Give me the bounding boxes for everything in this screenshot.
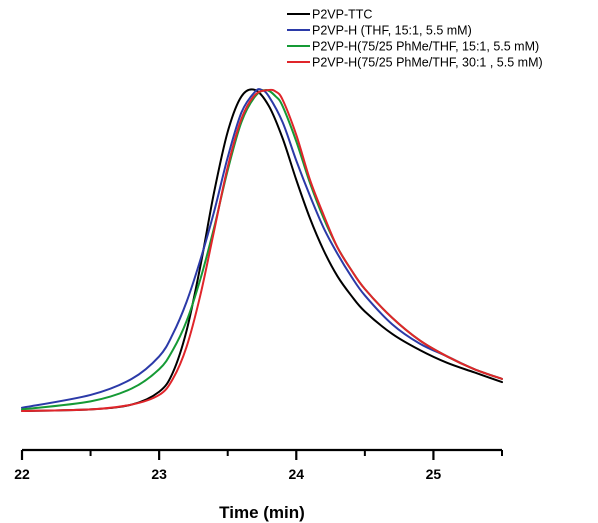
- series-line-3: [21, 89, 503, 411]
- series-line-1: [21, 88, 503, 412]
- x-axis: 22 23 24 25: [14, 448, 503, 482]
- legend-label-3: P2VP-H(75/25 PhMe/THF, 15:1, 5.5 mM): [312, 40, 539, 54]
- x-tick-label: 23: [151, 466, 167, 482]
- x-tick-label: 25: [426, 466, 442, 482]
- plot-lines: [21, 88, 503, 412]
- x-tick-label: 22: [14, 466, 30, 482]
- series-line-4: [21, 88, 503, 412]
- legend-label-2: P2VP-H (THF, 15:1, 5.5 mM): [312, 24, 472, 38]
- legend: P2VP-TTC P2VP-H (THF, 15:1, 5.5 mM) P2VP-H…: [287, 8, 543, 70]
- x-axis-ticks: 22 23 24 25: [14, 450, 503, 482]
- legend-label-4: P2VP-H(75/25 PhMe/THF, 30:1 , 5.5 mM): [312, 56, 543, 70]
- legend-label-1: P2VP-TTC: [312, 8, 372, 22]
- series-line-2: [21, 88, 503, 409]
- x-axis-title: Time (min): [219, 503, 305, 522]
- x-tick-label: 24: [288, 466, 304, 482]
